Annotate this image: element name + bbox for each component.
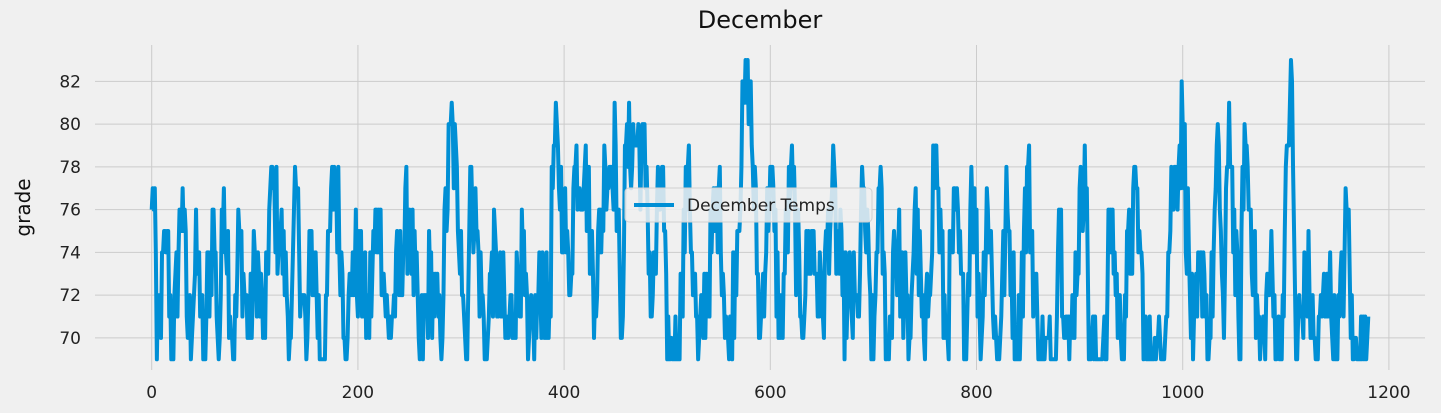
x-tick-label: 200 — [342, 383, 374, 403]
series-layer — [149, 57, 1371, 362]
y-tick-label: 70 — [59, 329, 81, 349]
legend-label: December Temps — [687, 196, 835, 216]
y-axis-label: grade — [11, 178, 35, 236]
x-tick-label: 800 — [960, 383, 992, 403]
legend: December Temps — [624, 187, 873, 223]
tick-labels: 0 200 400 600 800 1000 1200 70 72 74 76 78 80 82 — [59, 72, 1410, 403]
x-tick-label: 1200 — [1367, 383, 1410, 403]
y-tick-label: 72 — [59, 286, 81, 306]
y-tick-label: 80 — [59, 115, 81, 135]
y-tick-label: 76 — [59, 201, 81, 221]
y-tick-label: 78 — [59, 158, 81, 178]
y-tick-label: 82 — [59, 72, 81, 92]
x-tick-label: 0 — [146, 383, 157, 403]
series-line-december-temps — [149, 57, 1371, 362]
x-tick-label: 600 — [754, 383, 786, 403]
x-tick-label: 1000 — [1161, 383, 1204, 403]
chart-title: December — [698, 6, 823, 34]
x-tick-label: 400 — [548, 383, 580, 403]
y-tick-label: 74 — [59, 243, 81, 263]
legend-box — [624, 187, 873, 223]
